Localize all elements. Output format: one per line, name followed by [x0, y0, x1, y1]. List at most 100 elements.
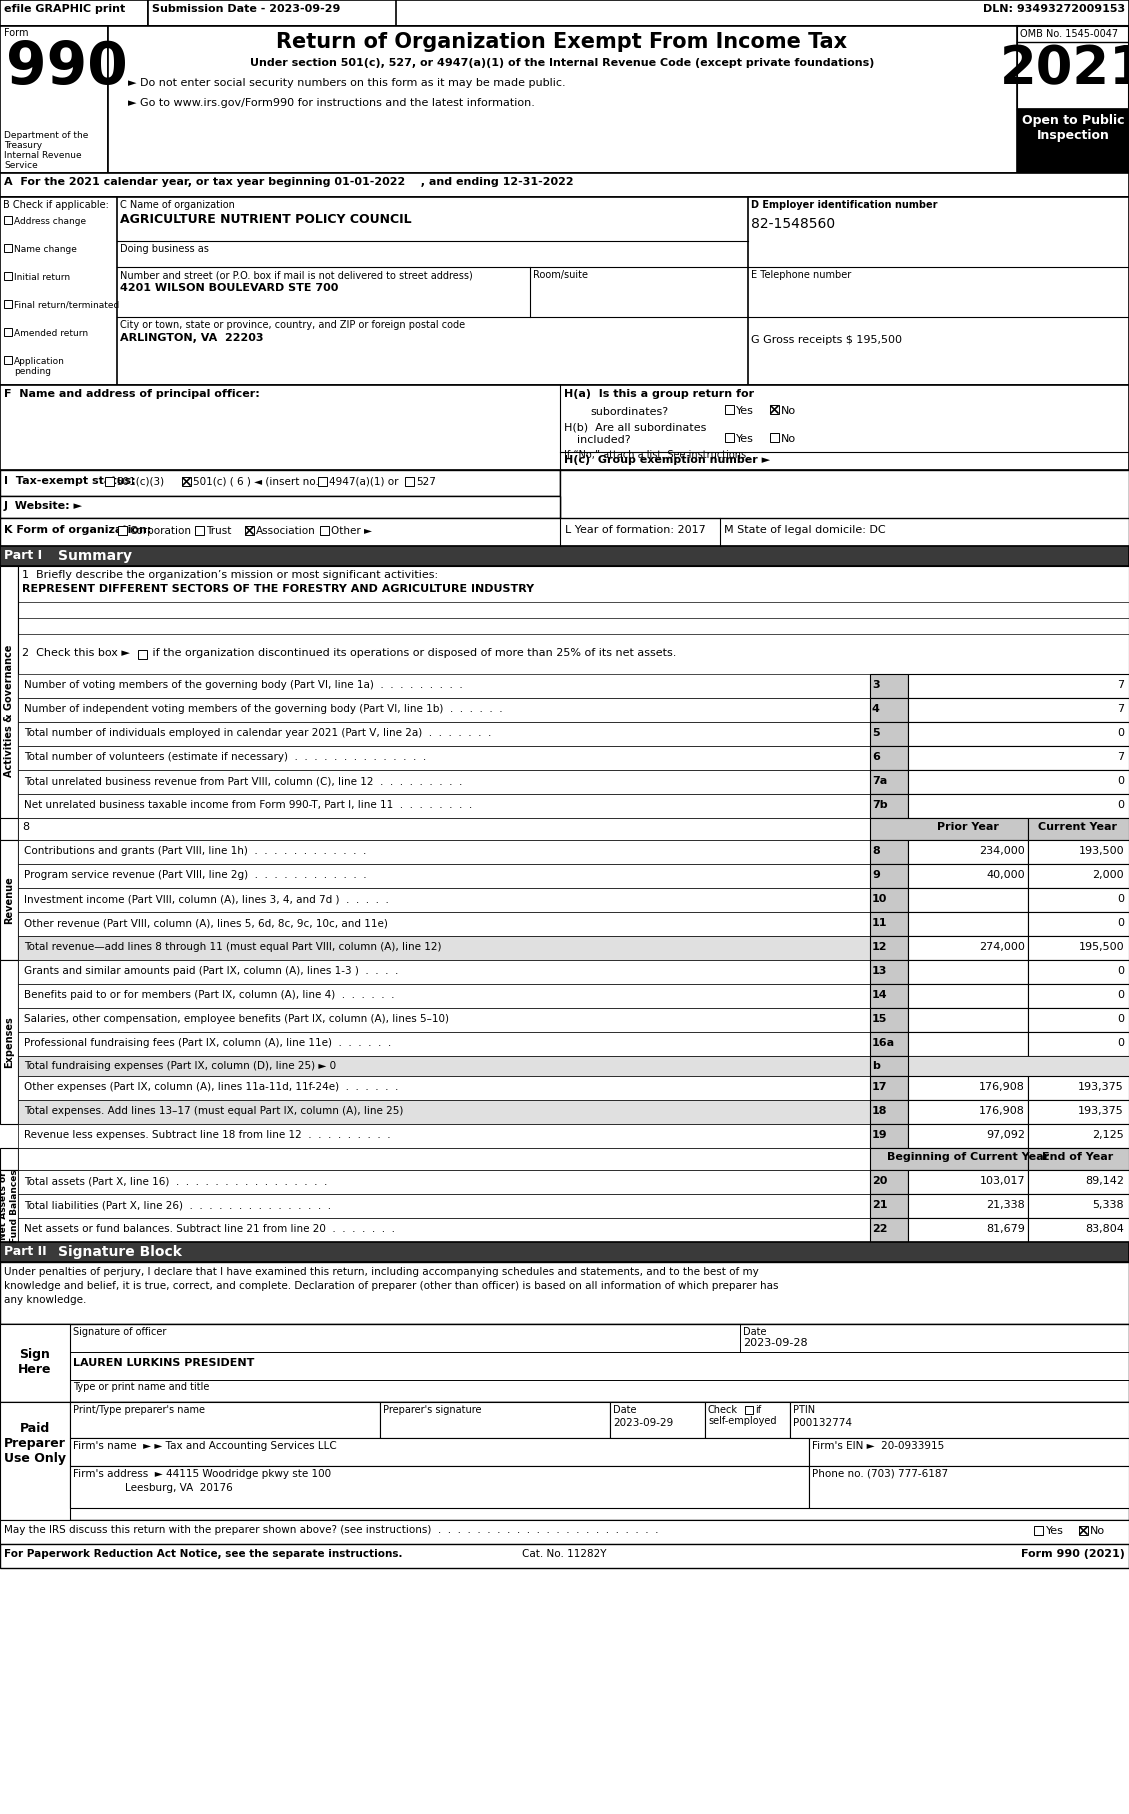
Text: Type or print name and title: Type or print name and title [73, 1382, 209, 1391]
Text: 6: 6 [872, 753, 879, 762]
Text: Contributions and grants (Part VIII, line 1h)  .  .  .  .  .  .  .  .  .  .  .  : Contributions and grants (Part VIII, lin… [24, 845, 367, 856]
Bar [1029, 818, 1129, 840]
Text: Name change: Name change [14, 245, 77, 254]
Bar [745, 1406, 753, 1413]
Bar [18, 698, 870, 722]
Text: Form: Form [5, 27, 28, 38]
Bar [704, 1402, 790, 1439]
Text: Check: Check [708, 1406, 738, 1415]
Text: DLN: 93493272009153: DLN: 93493272009153 [983, 4, 1124, 15]
Text: 3: 3 [872, 680, 879, 689]
Bar [0, 1324, 1129, 1402]
Text: 176,908: 176,908 [979, 1107, 1025, 1116]
Bar [1029, 1076, 1129, 1099]
Bar [725, 405, 734, 414]
Text: 7a: 7a [872, 776, 887, 785]
Text: included?: included? [577, 435, 631, 444]
Bar [18, 769, 870, 795]
Text: If “No,” attach a list. See instructions.: If “No,” attach a list. See instructions… [564, 450, 750, 461]
Text: G Gross receipts $ 195,500: G Gross receipts $ 195,500 [751, 336, 902, 345]
Bar [908, 1032, 1029, 1056]
Text: End of Year: End of Year [1042, 1152, 1113, 1163]
Text: M State of legal domicile: DC: M State of legal domicile: DC [724, 524, 885, 535]
Bar [870, 983, 908, 1009]
Text: 2,000: 2,000 [1093, 871, 1124, 880]
Text: Current Year: Current Year [1038, 822, 1117, 833]
Bar [18, 1217, 870, 1243]
Text: 5,338: 5,338 [1093, 1201, 1124, 1210]
Text: 2,125: 2,125 [1092, 1130, 1124, 1139]
Text: L Year of formation: 2017: L Year of formation: 2017 [564, 524, 706, 535]
Bar [790, 1402, 1129, 1439]
Text: Total fundraising expenses (Part IX, column (D), line 25) ► 0: Total fundraising expenses (Part IX, col… [24, 1061, 336, 1070]
Text: subordinates?: subordinates? [590, 406, 668, 417]
Bar [18, 1099, 870, 1125]
Text: Number of independent voting members of the governing body (Part VI, line 1b)  .: Number of independent voting members of … [24, 704, 502, 715]
Text: ► Do not enter social security numbers on this form as it may be made public.: ► Do not enter social security numbers o… [128, 78, 566, 89]
Bar [870, 1009, 908, 1032]
Text: Application
pending: Application pending [14, 357, 64, 375]
Bar [0, 495, 560, 519]
Bar [870, 889, 908, 912]
Text: 0: 0 [1117, 727, 1124, 738]
Text: 7b: 7b [872, 800, 887, 811]
Bar [0, 470, 560, 495]
Bar [0, 198, 1129, 385]
Bar [1029, 912, 1129, 936]
Bar [1029, 1125, 1129, 1148]
Text: 21,338: 21,338 [987, 1201, 1025, 1210]
Bar [908, 1217, 1029, 1243]
Text: Treasury: Treasury [5, 141, 42, 151]
Bar [870, 1076, 908, 1099]
Bar [0, 25, 108, 172]
Text: Summary: Summary [58, 550, 132, 562]
Text: Initial return: Initial return [14, 272, 70, 281]
Text: Activities & Governance: Activities & Governance [5, 644, 14, 776]
Text: D Employer identification number: D Employer identification number [751, 200, 937, 210]
Text: 990: 990 [6, 38, 128, 96]
Bar [870, 795, 908, 818]
Text: 17: 17 [872, 1081, 887, 1092]
Bar [809, 1439, 1129, 1466]
Bar [1017, 25, 1129, 172]
Text: Prior Year: Prior Year [937, 822, 999, 833]
Bar [0, 1148, 18, 1170]
Text: Cat. No. 11282Y: Cat. No. 11282Y [523, 1549, 606, 1558]
Bar [610, 1402, 704, 1439]
Bar [908, 1170, 1029, 1194]
Bar [870, 1170, 908, 1194]
Text: May the IRS discuss this return with the preparer shown above? (see instructions: May the IRS discuss this return with the… [5, 1526, 658, 1535]
Text: J  Website: ►: J Website: ► [5, 501, 84, 512]
Text: 0: 0 [1117, 918, 1124, 929]
Text: 2023-09-29: 2023-09-29 [613, 1419, 673, 1428]
Bar [1029, 889, 1129, 912]
Bar [380, 1402, 610, 1439]
Text: LAUREN LURKINS PRESIDENT: LAUREN LURKINS PRESIDENT [73, 1359, 254, 1368]
Text: Total unrelated business revenue from Part VIII, column (C), line 12  .  .  .  .: Total unrelated business revenue from Pa… [24, 776, 463, 785]
Text: Submission Date - 2023-09-29: Submission Date - 2023-09-29 [152, 4, 340, 15]
Bar [908, 1056, 1129, 1076]
Text: 193,375: 193,375 [1078, 1107, 1124, 1116]
Text: Revenue less expenses. Subtract line 18 from line 12  .  .  .  .  .  .  .  .  .: Revenue less expenses. Subtract line 18 … [24, 1130, 391, 1139]
Text: 234,000: 234,000 [979, 845, 1025, 856]
Text: C Name of organization: C Name of organization [120, 200, 235, 210]
Text: Yes: Yes [736, 434, 754, 444]
Text: ► Go to www.irs.gov/Form990 for instructions and the latest information.: ► Go to www.irs.gov/Form990 for instruct… [128, 98, 535, 109]
Bar [18, 936, 870, 960]
Bar [5, 245, 12, 252]
Text: Firm's address  ► 44115 Woodridge pkwy ste 100: Firm's address ► 44115 Woodridge pkwy st… [73, 1469, 331, 1478]
Text: REPRESENT DIFFERENT SECTORS OF THE FORESTRY AND AGRICULTURE INDUSTRY: REPRESENT DIFFERENT SECTORS OF THE FORES… [21, 584, 534, 593]
Text: Total expenses. Add lines 13–17 (must equal Part IX, column (A), line 25): Total expenses. Add lines 13–17 (must eq… [24, 1107, 403, 1116]
Text: 501(c) ( 6 ) ◄ (insert no.): 501(c) ( 6 ) ◄ (insert no.) [193, 477, 323, 486]
Bar [18, 863, 870, 889]
Bar [1029, 1148, 1129, 1170]
Text: Firm's EIN ►  20-0933915: Firm's EIN ► 20-0933915 [812, 1440, 944, 1451]
Text: Phone no. (703) 777-6187: Phone no. (703) 777-6187 [812, 1469, 948, 1478]
Text: 274,000: 274,000 [979, 941, 1025, 952]
Text: Address change: Address change [14, 218, 86, 227]
Text: Total revenue—add lines 8 through 11 (must equal Part VIII, column (A), line 12): Total revenue—add lines 8 through 11 (mu… [24, 941, 441, 952]
Text: 0: 0 [1117, 776, 1124, 785]
Text: Under penalties of perjury, I declare that I have examined this return, includin: Under penalties of perjury, I declare th… [5, 1266, 759, 1277]
Bar [105, 477, 114, 486]
Bar [18, 840, 870, 863]
